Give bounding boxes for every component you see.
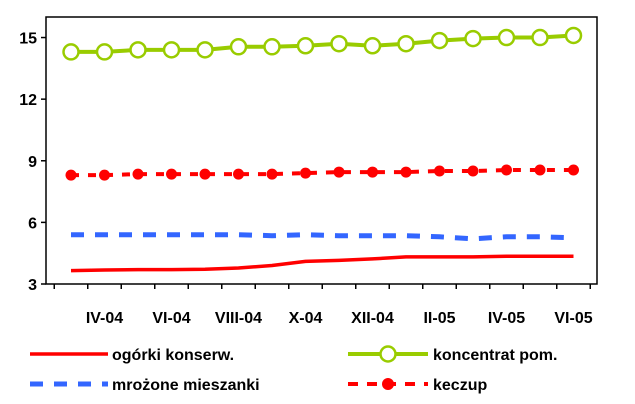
legend-label: ogórki konserw. — [112, 347, 234, 364]
data-point — [300, 167, 311, 179]
y-tick-label: 3 — [28, 277, 37, 294]
data-point — [266, 168, 278, 180]
data-point — [162, 41, 181, 59]
x-tick-label: VI-05 — [554, 310, 592, 327]
data-point — [430, 31, 449, 50]
legend-marker — [382, 378, 394, 390]
legend-label: mrożone mieszanki — [112, 377, 260, 394]
legend-item: mrożone mieszanki — [30, 377, 260, 394]
data-point — [564, 26, 583, 45]
data-point — [199, 168, 211, 180]
series-line — [71, 33, 574, 54]
legend-label: koncentrat pom. — [433, 347, 557, 364]
x-tick-label: IV-05 — [488, 310, 525, 327]
data-point — [367, 166, 378, 178]
data-point — [363, 37, 382, 55]
data-point — [65, 169, 77, 181]
series-line — [71, 232, 574, 242]
y-axis: 3 6 9 12 15 — [19, 31, 46, 294]
series-layer — [62, 26, 583, 273]
data-point — [501, 164, 512, 176]
legend-item: ogórki konserw. — [30, 347, 234, 364]
legend-marker — [379, 345, 397, 363]
plot-area — [45, 16, 598, 285]
data-point — [434, 165, 445, 177]
data-point — [531, 28, 549, 47]
data-point — [263, 38, 281, 56]
x-axis: IV-04 VI-04 VIII-04 X-04 XII-04 II-05 IV-05 VI-… — [53, 284, 593, 327]
series-line — [70, 254, 574, 273]
y-tick-label: 6 — [28, 215, 37, 232]
legend: ogórki konserw. koncentrat pom. mrożone mi… — [30, 345, 557, 394]
data-point — [330, 34, 348, 53]
x-tick-label: VIII-04 — [215, 310, 262, 327]
data-point — [62, 43, 80, 61]
data-point — [233, 168, 244, 180]
y-tick-label: 9 — [28, 154, 37, 171]
data-point — [166, 168, 177, 180]
data-point — [467, 165, 479, 177]
data-point — [132, 168, 144, 180]
x-tick-label: IV-04 — [86, 310, 123, 327]
x-tick-label: XII-04 — [351, 310, 394, 327]
x-tick-label: II-05 — [423, 310, 455, 327]
legend-item: koncentrat pom. — [348, 345, 557, 364]
y-tick-label: 15 — [19, 31, 37, 48]
data-point — [534, 164, 546, 176]
legend-item: keczup — [348, 377, 487, 394]
data-point — [99, 169, 110, 181]
data-point — [397, 34, 415, 53]
x-tick-label: VI-04 — [152, 310, 190, 327]
data-point — [333, 166, 345, 178]
data-point — [464, 29, 482, 48]
data-point — [497, 28, 516, 47]
x-tick-label: X-04 — [289, 310, 323, 327]
data-point — [400, 166, 412, 178]
data-point — [568, 164, 579, 176]
series-2 — [71, 232, 574, 242]
data-point — [196, 41, 214, 59]
y-tick-label: 12 — [19, 92, 37, 109]
series-0 — [70, 254, 574, 273]
data-point — [296, 37, 315, 55]
series-3 — [65, 164, 579, 181]
legend-label: keczup — [433, 377, 487, 394]
data-point — [229, 38, 248, 56]
series-1 — [62, 26, 583, 61]
data-point — [129, 41, 147, 59]
data-point — [95, 43, 114, 61]
